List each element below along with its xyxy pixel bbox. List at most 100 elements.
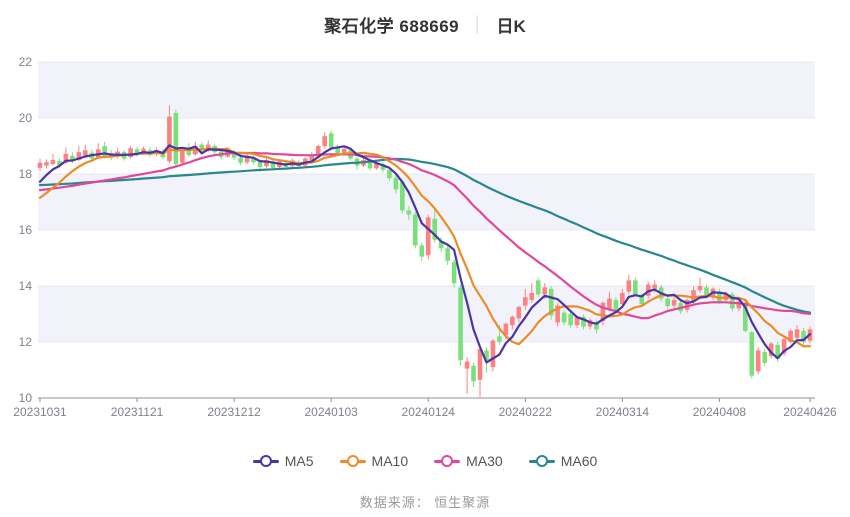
candle-down <box>730 294 735 309</box>
ma30-legend-marker-icon <box>434 454 461 468</box>
candle-down <box>594 322 599 330</box>
legend-label: MA5 <box>284 453 314 469</box>
candle-down <box>445 248 450 261</box>
legend-label: MA60 <box>560 453 598 469</box>
y-axis-label: 20 <box>19 111 33 125</box>
candle-up <box>205 144 211 151</box>
candle-down <box>419 245 425 257</box>
candle-down <box>432 218 438 240</box>
candle-down <box>548 288 554 316</box>
candle-down <box>665 298 670 307</box>
candle-down <box>742 302 748 331</box>
candle-up <box>490 340 496 368</box>
legend-label: MA10 <box>371 453 409 469</box>
ma5-line <box>38 144 812 364</box>
candle-down <box>199 144 205 151</box>
candle-up <box>82 150 88 156</box>
ma10-legend-marker-icon <box>339 454 366 468</box>
candle-down <box>380 164 386 170</box>
legend-item[interactable]: MA10 <box>339 453 409 469</box>
y-axis-label: 18 <box>19 167 33 181</box>
candle-down <box>393 178 399 190</box>
x-axis-label: 20231121 <box>111 405 164 419</box>
candle-up <box>684 300 690 310</box>
candle-up <box>794 329 800 338</box>
candle-down <box>632 280 638 295</box>
candle-up <box>529 293 535 300</box>
candle-up <box>425 217 431 256</box>
chart-title: 聚石化学 688669 │ 日K <box>0 12 850 37</box>
candle-down <box>186 150 192 155</box>
candle-down <box>762 351 768 363</box>
plot-band <box>38 62 815 118</box>
legend-item[interactable]: MA60 <box>528 453 598 469</box>
candle-down <box>231 151 237 158</box>
candle-up <box>691 290 696 302</box>
candle-up <box>44 162 49 166</box>
candle-down <box>387 169 392 179</box>
candle-up <box>607 298 612 310</box>
candle-up <box>315 146 321 156</box>
x-axis-label: 20231212 <box>207 405 261 419</box>
legend: MA5 MA10 MA30 MA60 <box>0 453 850 469</box>
candle-up <box>542 287 548 295</box>
x-axis-label: 20240426 <box>783 405 837 419</box>
stock-name-code: 聚石化学 688669 <box>324 17 460 36</box>
y-axis-label: 12 <box>19 335 33 349</box>
candle-up <box>264 160 269 167</box>
candle-up <box>755 350 761 372</box>
candle-up <box>244 155 250 163</box>
candle-down <box>749 332 755 376</box>
candle-up <box>620 293 625 305</box>
candle-down <box>367 161 373 169</box>
candle-up <box>652 284 658 289</box>
candle-up <box>736 301 742 309</box>
candle-up <box>309 154 315 160</box>
candle-down <box>406 210 412 215</box>
y-axis-label: 22 <box>19 55 33 69</box>
candle-down <box>535 280 541 295</box>
candle-up <box>37 162 43 168</box>
candle-down <box>568 314 573 326</box>
candle-up <box>781 339 787 354</box>
ma30-line <box>38 151 812 320</box>
candle-up <box>697 286 703 291</box>
ma5-legend-marker-icon <box>252 454 279 468</box>
candle-up <box>374 162 379 169</box>
candle-down <box>57 161 62 166</box>
candle-down <box>328 133 334 148</box>
candle-down <box>257 161 263 167</box>
title-separator: │ <box>473 16 483 33</box>
candle-up <box>141 148 146 153</box>
candle-down <box>438 241 444 249</box>
candle-up <box>76 152 82 160</box>
candle-down <box>70 155 75 162</box>
candle-down <box>639 295 645 305</box>
data-source-label: 数据来源： 恒生聚源 <box>359 495 491 510</box>
legend-item[interactable]: MA30 <box>434 453 503 469</box>
candle-down <box>801 330 806 342</box>
candle-down <box>484 350 489 361</box>
plot-band <box>38 286 815 342</box>
candle-up <box>600 302 606 321</box>
candle-down <box>412 214 418 246</box>
legend-item[interactable]: MA5 <box>252 453 314 469</box>
candle-down <box>581 316 586 327</box>
candle-up <box>180 151 185 163</box>
candle-down <box>497 336 502 342</box>
footer: 数据来源： 恒生聚源 <box>0 492 850 512</box>
ma60-line <box>38 157 812 314</box>
candle-up <box>788 330 793 342</box>
candle-down <box>270 161 276 168</box>
candle-down <box>400 181 405 211</box>
period-label: 日K <box>496 17 526 36</box>
candle-up <box>167 116 172 162</box>
candle-down <box>451 262 457 284</box>
candle-up <box>574 317 580 326</box>
candle-up <box>510 316 515 326</box>
y-axis-label: 14 <box>19 279 33 293</box>
candle-down <box>613 300 619 310</box>
candle-down <box>471 365 476 382</box>
